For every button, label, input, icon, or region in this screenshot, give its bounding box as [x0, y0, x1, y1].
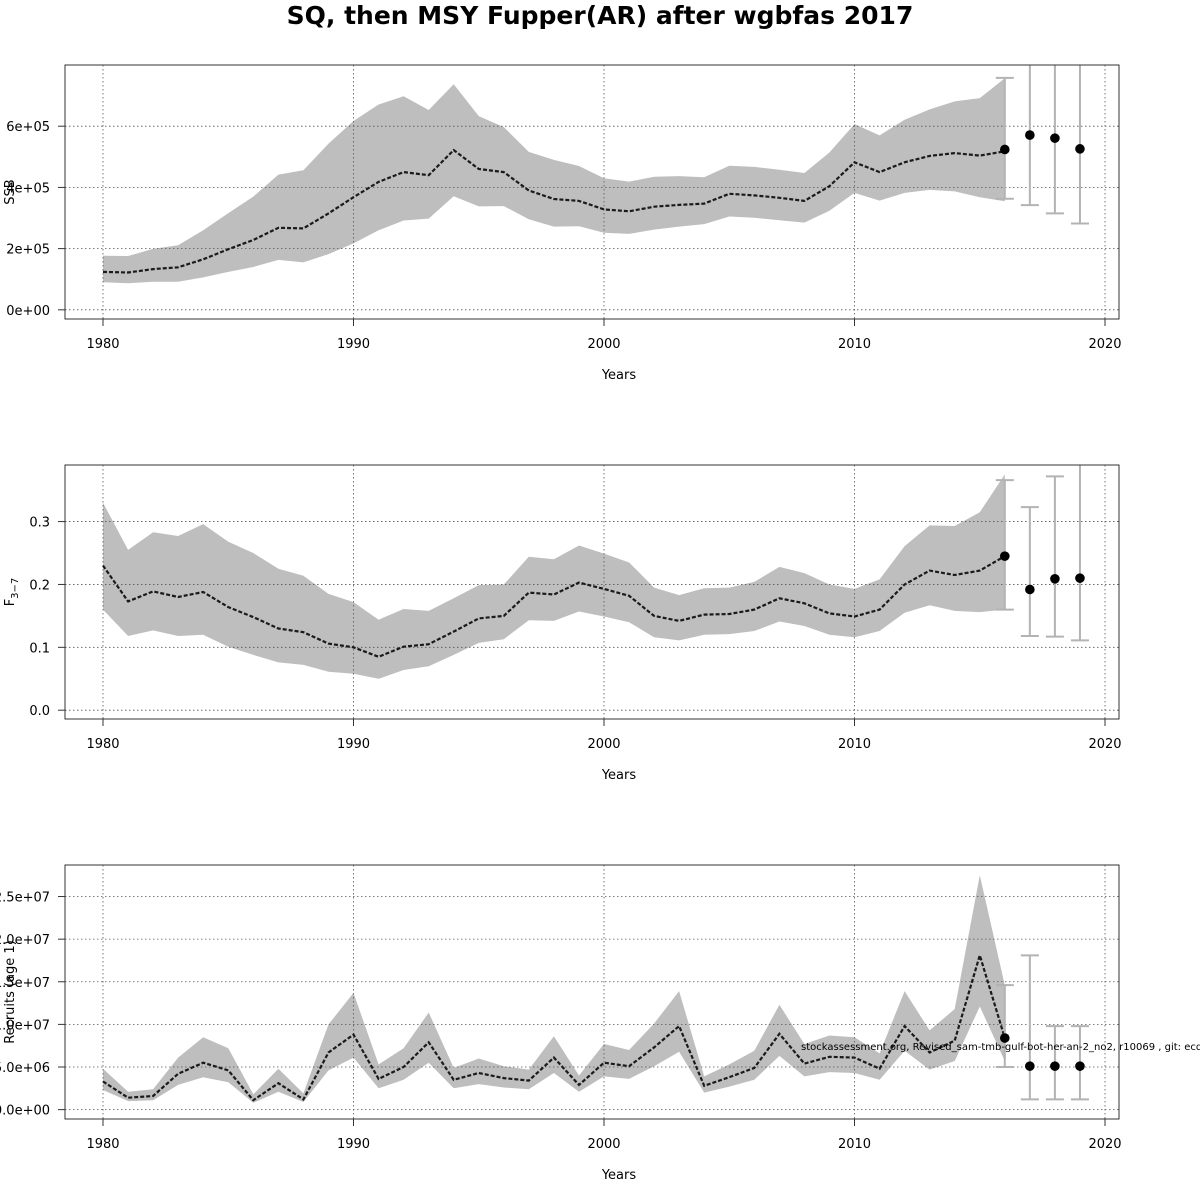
forecast-point — [1050, 573, 1060, 584]
y-tick-label: 5.0e+06 — [0, 1061, 50, 1076]
x-axis-label: Years — [601, 1168, 637, 1183]
plot-area — [65, 865, 1119, 1119]
panel-1: 1980 1990 2000 2010 2020 0e+00 2e+05 4e+05 6e+05… — [3, 64, 1122, 383]
forecast-point — [1000, 144, 1010, 155]
panel-3: 1980 1990 2000 2010 2020 0.0e+00 5.0e+06 1.0e+0… — [0, 864, 1122, 1183]
confidence-band — [103, 474, 1005, 679]
y-tick-label: 6e+05 — [6, 120, 50, 135]
y-tick-label: 0.0 — [29, 704, 50, 719]
y-axis-label: Recruits (age 1) — [3, 940, 18, 1044]
y-tick-label: 0e+00 — [6, 304, 50, 319]
x-tick-label: 1980 — [86, 737, 119, 752]
plot-frame — [64, 64, 1120, 320]
x-tick-label: 2000 — [587, 337, 620, 352]
x-tick-label: 1990 — [337, 337, 370, 352]
y-tick-label: 2e+05 — [6, 243, 50, 258]
y-axis-label: SSB — [3, 179, 18, 204]
y-tick-label: 1.5e+07 — [0, 976, 50, 991]
y-tick-label: 2.0e+07 — [0, 933, 50, 948]
confidence-band — [103, 875, 1005, 1103]
chart-title: SQ, then MSY Fupper(AR) after wgbfas 201… — [286, 1, 914, 30]
estimate-line — [102, 148, 1005, 274]
y-tick-label: 0.1 — [29, 641, 50, 656]
x-tick-label: 1980 — [86, 337, 119, 352]
x-tick-label: 2010 — [838, 1137, 871, 1152]
x-tick-label: 1980 — [86, 1137, 119, 1152]
estimate-line — [102, 555, 1006, 658]
plot-frame — [64, 864, 1120, 1120]
estimate-line — [102, 951, 1006, 1102]
y-tick-label: 1.0e+07 — [0, 1018, 50, 1033]
x-tick-label: 2000 — [587, 1137, 620, 1152]
x-axis-label: Years — [601, 368, 637, 383]
plot-area — [65, 65, 1119, 319]
forecast-point — [1075, 144, 1085, 154]
y-axis-label: F3−7 — [3, 578, 21, 607]
forecast-point — [1000, 1033, 1010, 1043]
forecast-point — [1025, 584, 1035, 595]
panel-2: 1980 1990 2000 2010 2020 0.0 0.1 0.2 0.3 Years F3−… — [3, 464, 1122, 783]
forecast-point — [1050, 133, 1060, 143]
forecast-point — [1050, 1061, 1060, 1071]
x-tick-label: 2020 — [1088, 737, 1121, 752]
y-tick-label: 0.3 — [29, 516, 50, 531]
y-tick-label: 0.2 — [29, 578, 50, 593]
y-tick-label: 0.0e+00 — [0, 1104, 50, 1119]
y-tick-label: 2.5e+07 — [0, 891, 50, 906]
y-tick-label: 4e+05 — [6, 181, 50, 196]
x-tick-label: 1990 — [337, 737, 370, 752]
x-axis-label: Years — [601, 768, 637, 783]
x-tick-label: 2020 — [1088, 1137, 1121, 1152]
confidence-band — [103, 78, 1005, 284]
plot-frame — [64, 464, 1120, 720]
forecast-point — [1075, 573, 1085, 583]
x-tick-label: 2010 — [838, 337, 871, 352]
forecast-point — [1025, 130, 1035, 140]
forecast-point — [1025, 1061, 1035, 1071]
x-tick-label: 2010 — [838, 737, 871, 752]
x-tick-label: 1990 — [337, 1137, 370, 1152]
x-tick-label: 2000 — [587, 737, 620, 752]
x-tick-label: 2020 — [1088, 337, 1121, 352]
footnote: stockassessment.org, Revised_sam-tmb-gul… — [801, 1042, 1200, 1053]
forecast-point — [1000, 551, 1010, 561]
plot-area — [65, 465, 1119, 719]
forecast-point — [1075, 1061, 1085, 1071]
